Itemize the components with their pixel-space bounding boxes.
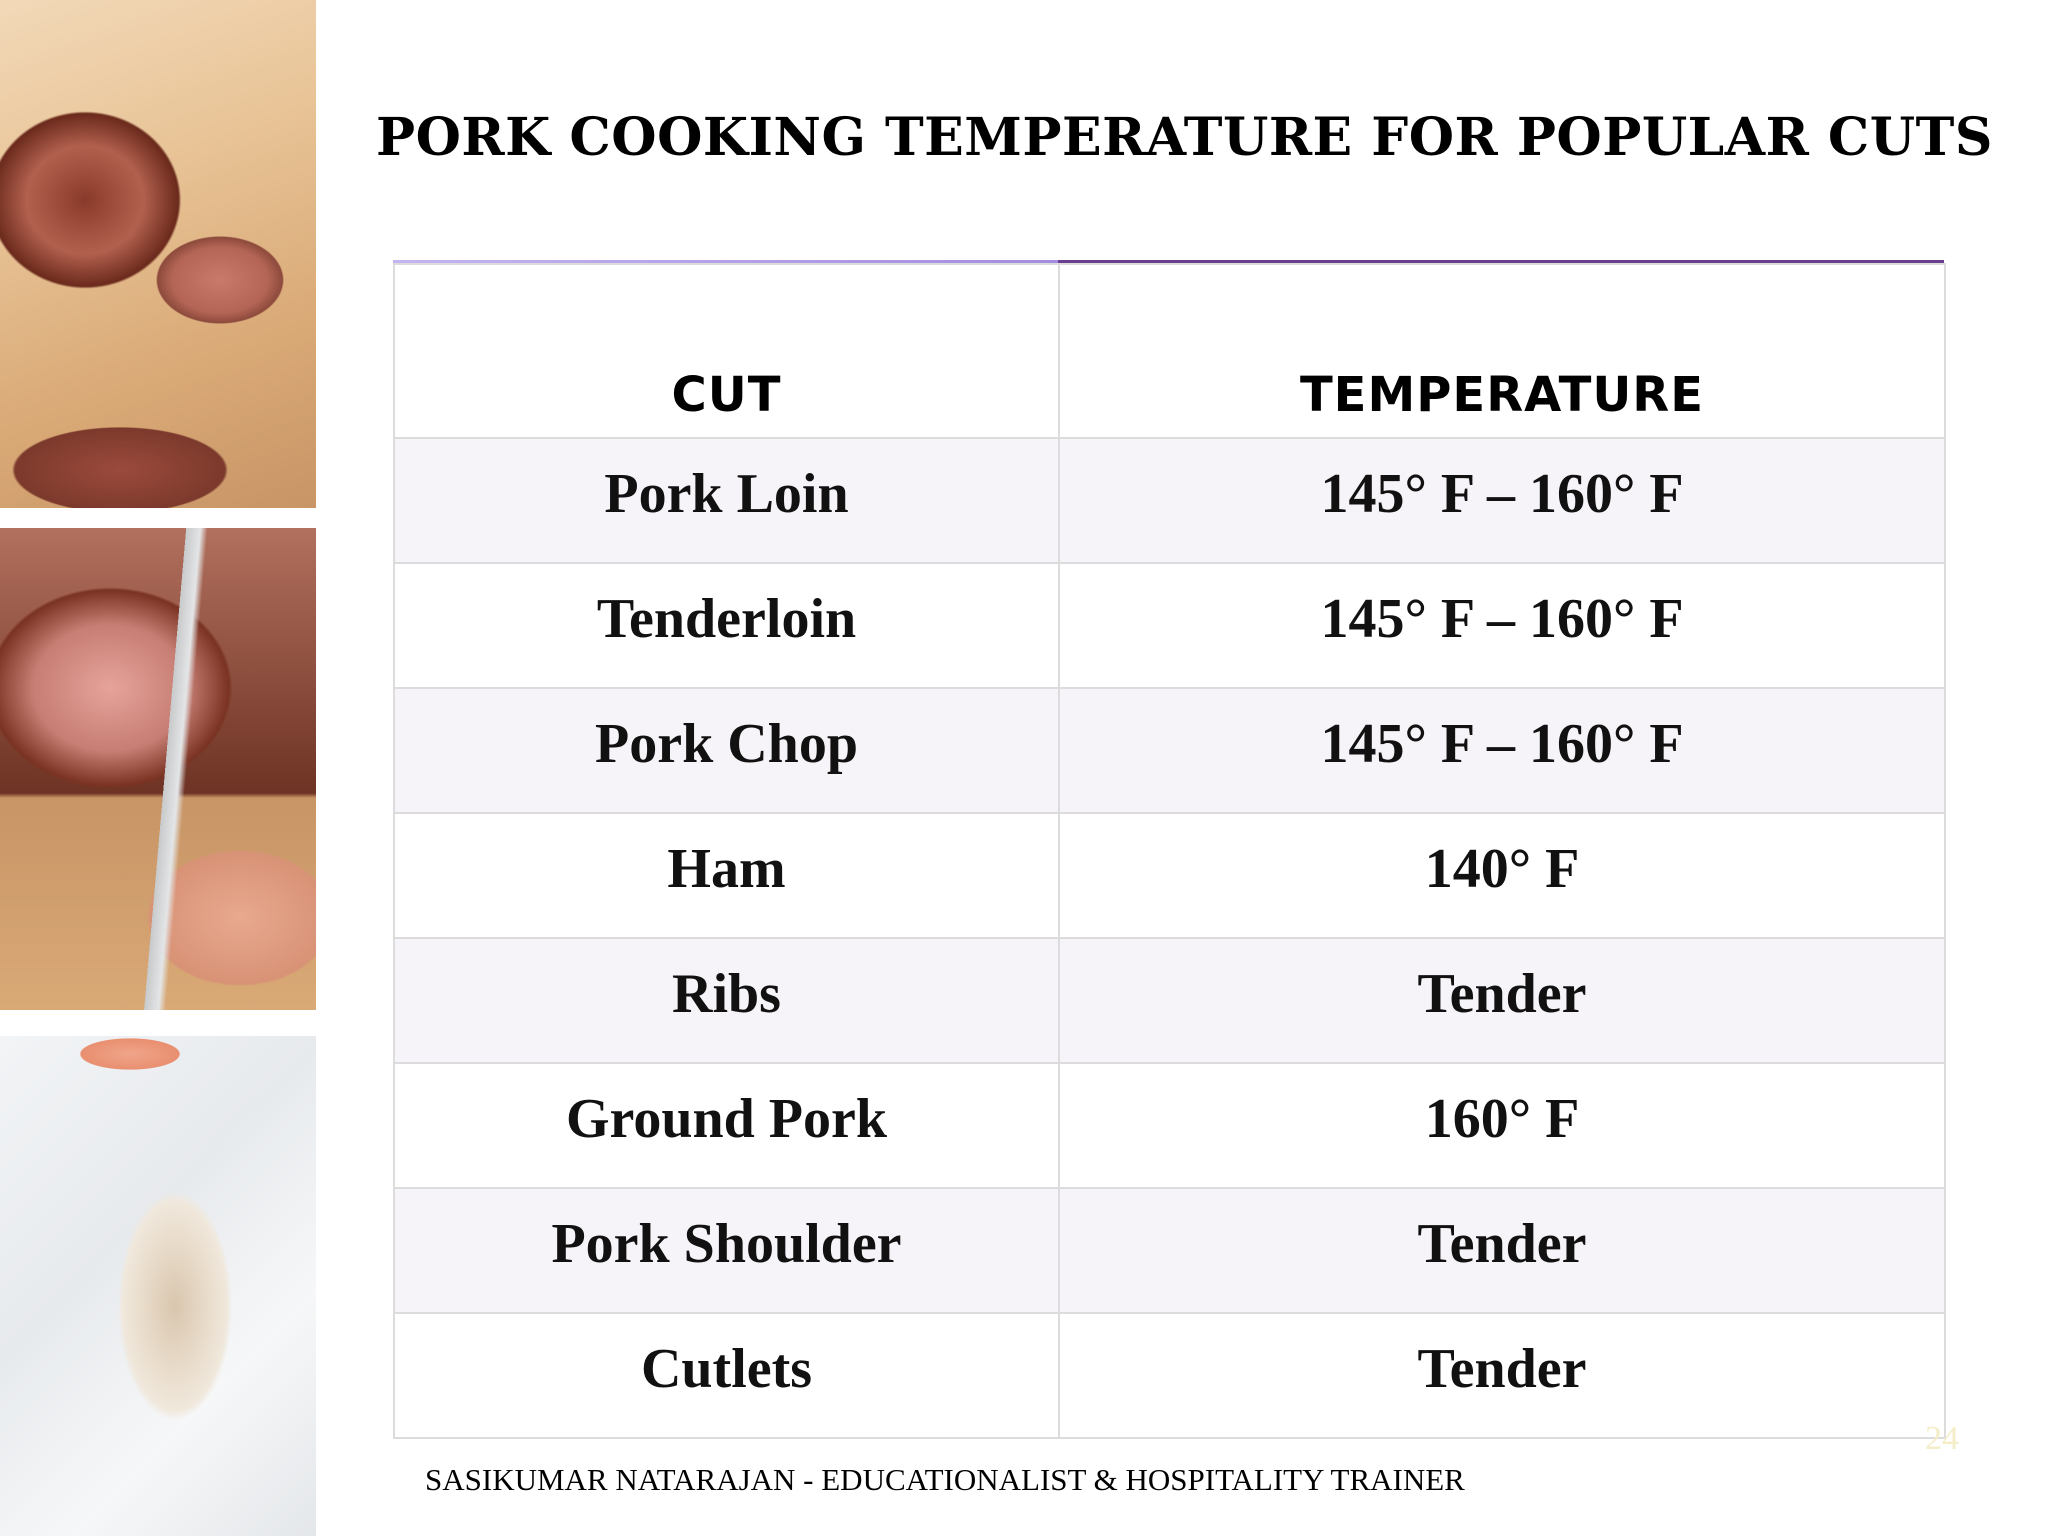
temperature-cell: Tender (1058, 937, 1946, 1064)
temperature-cell: Tender (1058, 1187, 1946, 1314)
fish-photo (0, 1036, 316, 1536)
table-row: Tenderloin 145° F – 160° F (393, 562, 1946, 689)
table-accent-bar (393, 260, 1944, 263)
photo-strip (0, 0, 316, 1536)
table-row: Ham 140° F (393, 812, 1946, 939)
table-row: Pork Shoulder Tender (393, 1187, 1946, 1314)
header-cut: CUT (393, 263, 1060, 439)
table-row: Ground Pork 160° F (393, 1062, 1946, 1189)
temperature-cell: 145° F – 160° F (1058, 687, 1946, 814)
cut-cell: Pork Shoulder (393, 1187, 1060, 1314)
accent-left (393, 260, 1058, 263)
cut-cell: Ribs (393, 937, 1060, 1064)
cut-cell: Ground Pork (393, 1062, 1060, 1189)
cut-cell: Pork Loin (393, 437, 1060, 564)
temperature-cell: Tender (1058, 1312, 1946, 1439)
temperature-cell: 160° F (1058, 1062, 1946, 1189)
table-row: Pork Chop 145° F – 160° F (393, 687, 1946, 814)
header-temperature: TEMPERATURE (1058, 263, 1946, 439)
accent-right (1058, 260, 1944, 263)
slicing-photo (0, 528, 316, 1010)
cut-cell: Ham (393, 812, 1060, 939)
cut-cell: Cutlets (393, 1312, 1060, 1439)
table-row: Ribs Tender (393, 937, 1946, 1064)
temperature-table: CUT TEMPERATURE Pork Loin 145° F – 160° … (393, 263, 1946, 1439)
table-row: Pork Loin 145° F – 160° F (393, 437, 1946, 564)
slide-title: Pork Cooking Temperature for Popular Cut… (376, 107, 1993, 168)
table-row: Cutlets Tender (393, 1312, 1946, 1439)
temperature-cell: 140° F (1058, 812, 1946, 939)
temperature-cell: 145° F – 160° F (1058, 562, 1946, 689)
page-number: 24 (1925, 1420, 1959, 1457)
footer-author: SASIKUMAR NATARAJAN - EDUCATIONALIST & H… (425, 1462, 1465, 1497)
temperature-cell: 145° F – 160° F (1058, 437, 1946, 564)
roast-photo (0, 0, 316, 508)
cut-cell: Pork Chop (393, 687, 1060, 814)
table-header-row: CUT TEMPERATURE (393, 263, 1946, 439)
cut-cell: Tenderloin (393, 562, 1060, 689)
